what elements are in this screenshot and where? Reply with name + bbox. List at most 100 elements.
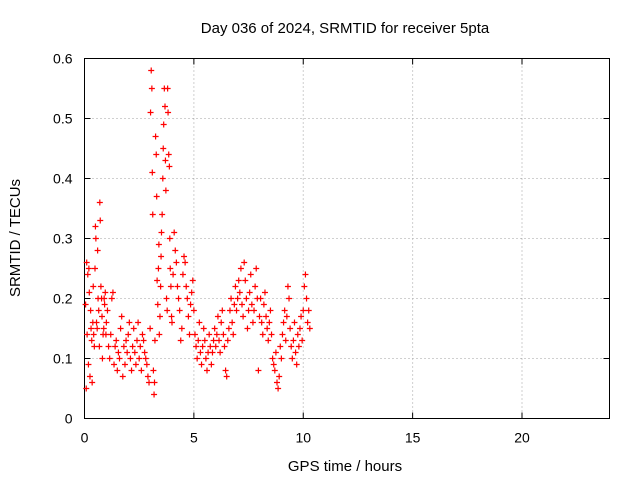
data-point (256, 313, 263, 320)
data-point (166, 163, 173, 170)
data-point (157, 283, 164, 290)
data-point (268, 331, 275, 338)
y-tick-label: 0.4 (53, 171, 73, 187)
data-point (224, 337, 231, 344)
data-point (226, 307, 233, 314)
data-point (85, 265, 92, 272)
data-point (193, 343, 200, 350)
data-point (120, 343, 127, 350)
data-point (83, 259, 90, 266)
data-point (116, 355, 123, 362)
data-point (195, 337, 202, 344)
data-point (293, 361, 300, 368)
data-point (280, 319, 287, 326)
data-point (182, 259, 189, 266)
data-point (142, 355, 149, 362)
data-point (131, 349, 138, 356)
data-point (159, 211, 166, 218)
data-point (96, 199, 103, 206)
data-point (208, 361, 215, 368)
data-point (183, 283, 190, 290)
data-point (240, 313, 247, 320)
axis-ticks (84, 58, 610, 419)
x-tick-label: 15 (405, 430, 421, 446)
data-point (212, 343, 219, 350)
data-point (158, 253, 165, 260)
grid-lines (84, 58, 610, 419)
y-tick-label: 0.6 (53, 51, 73, 67)
data-point (148, 67, 155, 74)
data-point (242, 277, 249, 284)
data-point (235, 277, 242, 284)
data-point (117, 325, 124, 332)
data-point (218, 319, 225, 326)
data-point (151, 337, 158, 344)
x-tick-label: 20 (514, 430, 530, 446)
data-point (121, 361, 128, 368)
data-point (259, 331, 266, 338)
data-point (164, 85, 171, 92)
data-point (128, 367, 135, 374)
data-point (138, 367, 145, 374)
data-point (123, 337, 130, 344)
data-point (184, 295, 191, 302)
data-point (243, 295, 250, 302)
data-point (91, 343, 98, 350)
data-point (298, 313, 305, 320)
data-point (170, 271, 177, 278)
data-point (95, 307, 102, 314)
data-point (253, 265, 260, 272)
data-point (150, 367, 157, 374)
data-point (160, 121, 167, 128)
data-point (162, 103, 168, 110)
data-point (153, 151, 160, 158)
data-point (278, 355, 285, 362)
data-point (124, 349, 131, 356)
data-point (92, 235, 99, 242)
data-point (266, 319, 273, 326)
data-point (148, 85, 155, 92)
x-tick-label: 5 (190, 430, 198, 446)
data-point (305, 307, 312, 314)
y-tick-label: 0.2 (53, 291, 73, 307)
data-point (106, 355, 113, 362)
data-point (153, 193, 160, 200)
data-point (113, 337, 120, 344)
data-point (155, 241, 162, 248)
y-tick-label: 0.1 (53, 351, 73, 367)
data-point (147, 109, 154, 116)
data-point (209, 349, 216, 356)
data-point (287, 325, 294, 332)
data-point (118, 313, 125, 320)
chart-title: Day 036 of 2024, SRMTID for receiver 5pt… (201, 20, 490, 37)
data-point (214, 313, 221, 320)
data-point (301, 283, 308, 290)
data-point (99, 355, 106, 362)
data-point (249, 319, 256, 326)
data-point (82, 301, 89, 308)
data-point (136, 355, 143, 362)
data-point (247, 271, 254, 278)
data-point (191, 331, 198, 338)
data-point (304, 319, 311, 326)
x-tick-label: 10 (295, 430, 311, 446)
data-point (137, 343, 144, 350)
data-point (225, 325, 232, 332)
data-point (107, 331, 114, 338)
data-point (258, 319, 265, 326)
data-point (244, 325, 251, 332)
data-point (92, 223, 99, 230)
y-tick-label: 0 (65, 411, 73, 427)
data-point (202, 355, 209, 362)
data-point (169, 319, 175, 326)
data-point (263, 313, 270, 320)
data-point (265, 337, 272, 344)
y-tick-label: 0.3 (53, 231, 73, 247)
x-tick-label: 0 (81, 430, 89, 446)
data-point (284, 283, 291, 290)
data-point (221, 343, 228, 350)
data-point (87, 307, 94, 314)
data-point (154, 277, 161, 284)
data-point (147, 325, 154, 332)
